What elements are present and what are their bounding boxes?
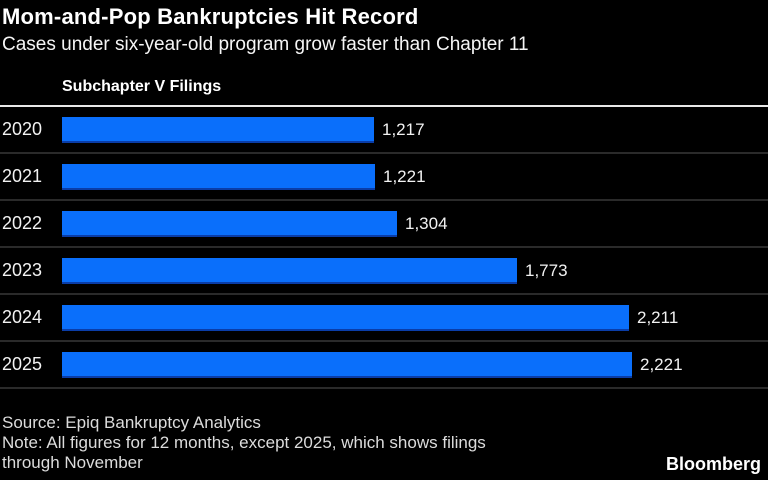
bloomberg-logo: Bloomberg	[665, 454, 761, 474]
value-label-2020: 1,217	[382, 119, 425, 139]
bar-2023	[62, 257, 517, 284]
value-label-2024: 2,211	[637, 307, 679, 327]
chart-row-2022: 2022 1,304	[0, 201, 768, 248]
value-label-2022: 1,304	[405, 213, 448, 233]
category-label-2021: 2021	[2, 166, 43, 186]
footer: Source: Epiq Bankruptcy Analytics Note: …	[0, 409, 768, 473]
page-subtitle: Cases under six-year-old program grow fa…	[2, 34, 529, 55]
source-note: Source: Epiq Bankruptcy Analytics	[2, 413, 261, 432]
bar-2024	[62, 304, 629, 331]
value-label-2021: 1,221	[383, 166, 426, 186]
category-label-2024: 2024	[2, 307, 43, 327]
chart-row-2024: 2024 2,211	[0, 295, 768, 342]
bar-chart: 2020 1,217 2021 1,221 2022 1,304 2023 1,773 2024…	[0, 107, 768, 389]
chart-row-2025: 2025 2,221	[0, 342, 768, 389]
header: Mom-and-Pop Bankruptcies Hit Record Case…	[0, 0, 768, 56]
bar-2025	[62, 351, 632, 378]
chart-row-2021: 2021 1,221	[0, 154, 768, 201]
chart-row-2020: 2020 1,217	[0, 107, 768, 154]
footnote-line1: Note: All figures for 12 months, except …	[2, 433, 486, 452]
footnote-line2: through November	[2, 453, 143, 472]
category-label-2023: 2023	[2, 260, 43, 280]
value-label-2025: 2,221	[640, 354, 683, 374]
chart-top-rule	[0, 105, 768, 107]
bar-2021	[62, 163, 375, 190]
bar-2022	[62, 210, 397, 237]
chart-row-2023: 2023 1,773	[0, 248, 768, 295]
category-label-2022: 2022	[2, 213, 43, 233]
bar-2020	[62, 116, 374, 143]
category-label-2020: 2020	[2, 119, 43, 139]
category-label-2025: 2025	[2, 354, 43, 374]
value-label-2023: 1,773	[525, 260, 568, 280]
series-legend-label: Subchapter V Filings	[62, 78, 222, 95]
page-title: Mom-and-Pop Bankruptcies Hit Record	[2, 4, 419, 29]
